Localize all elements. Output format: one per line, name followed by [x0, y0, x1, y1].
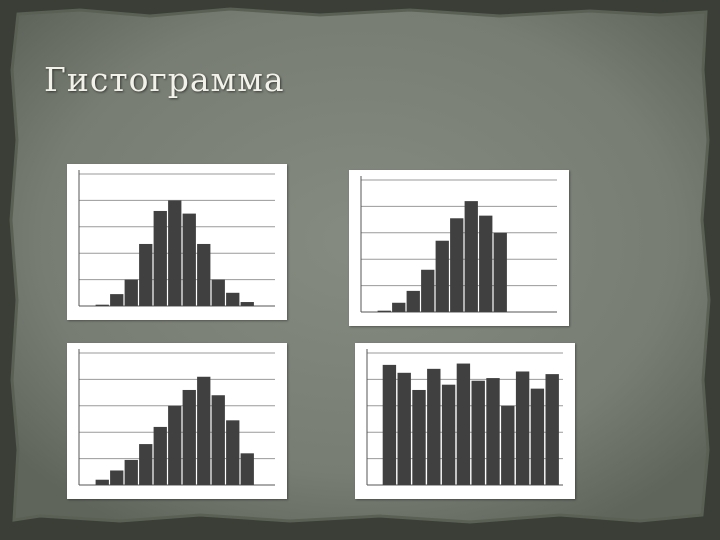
histogram-bar — [377, 310, 391, 312]
histogram-bar — [486, 378, 500, 485]
histogram-chart-1 — [78, 170, 275, 307]
histogram-bar — [435, 240, 449, 312]
histogram-bar — [501, 405, 515, 485]
histogram-bar — [168, 200, 182, 306]
histogram-bar — [240, 453, 254, 485]
histogram-bar — [464, 201, 478, 312]
histogram-bar — [406, 290, 420, 312]
histogram-bar — [182, 213, 196, 306]
slide-title: Гистограмма — [44, 60, 285, 99]
histogram-chart-4 — [366, 349, 563, 486]
histogram-bar — [153, 210, 167, 306]
histogram-bar — [515, 371, 530, 485]
histogram-bar — [124, 459, 138, 485]
histogram-panel-1 — [67, 164, 287, 320]
histogram-bar — [197, 243, 211, 306]
histogram-bar — [95, 479, 109, 485]
histogram-bar — [545, 374, 559, 485]
histogram-bar — [397, 372, 411, 485]
histogram-bar — [168, 405, 182, 485]
histogram-bar — [427, 368, 441, 485]
histogram-bar — [124, 279, 138, 306]
histogram-bar — [412, 389, 426, 485]
histogram-bar — [530, 388, 545, 485]
histogram-bar — [211, 395, 225, 485]
histogram-bar — [493, 232, 507, 312]
histogram-bar — [421, 269, 435, 312]
histogram-bar — [197, 376, 211, 485]
histogram-panel-3 — [67, 343, 287, 499]
histogram-bar — [456, 363, 471, 485]
histogram-bar — [441, 384, 456, 485]
histogram-chart-2 — [360, 176, 557, 313]
histogram-bar — [226, 292, 240, 306]
histogram-bar — [240, 302, 254, 306]
histogram-bar — [392, 302, 406, 312]
histogram-panel-2 — [349, 170, 569, 326]
histogram-bar — [182, 389, 196, 485]
histogram-bar — [95, 304, 109, 306]
histogram-chart-3 — [78, 349, 275, 486]
histogram-bar — [139, 243, 153, 306]
histogram-bar — [139, 444, 153, 485]
histogram-bar — [450, 218, 464, 312]
histogram-bar — [110, 294, 124, 306]
histogram-bar — [211, 279, 225, 306]
histogram-bar — [382, 364, 397, 485]
histogram-bar — [479, 215, 493, 312]
histogram-bar — [153, 426, 167, 485]
histogram-bar — [471, 380, 485, 485]
histogram-bar — [110, 470, 124, 485]
histogram-panel-4 — [355, 343, 575, 499]
histogram-bar — [226, 420, 240, 485]
